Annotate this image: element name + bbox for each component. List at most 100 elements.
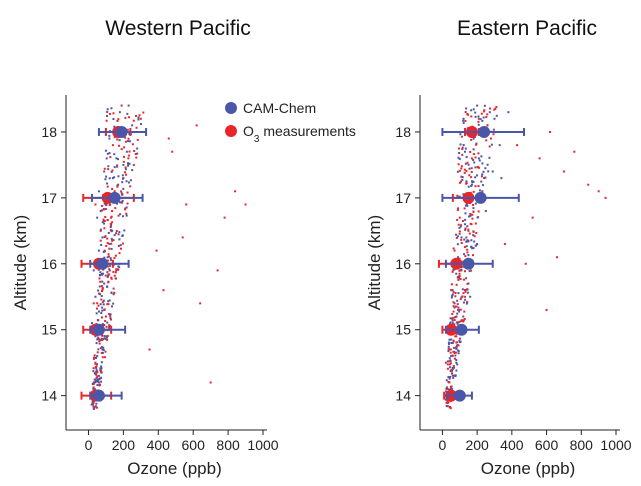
scatter-point <box>133 120 135 122</box>
scatter-point <box>116 120 118 122</box>
scatter-point <box>455 234 457 236</box>
scatter-point <box>461 154 463 156</box>
scatter-point <box>460 269 462 271</box>
scatter-point <box>135 153 137 155</box>
scatter-point <box>473 161 475 163</box>
scatter-point <box>123 161 125 163</box>
mean-marker <box>116 126 128 138</box>
scatter-point <box>483 171 485 173</box>
scatter-point <box>549 131 551 133</box>
scatter-point <box>448 346 450 348</box>
scatter-point <box>108 232 110 234</box>
scatter-point <box>459 217 461 219</box>
scatter-point <box>120 190 122 192</box>
scatter-point <box>469 296 471 298</box>
scatter-point <box>103 349 105 351</box>
legend: CAM-ChemO3 measurements <box>225 100 356 145</box>
scatter-point <box>125 141 127 143</box>
scatter-point <box>104 168 106 170</box>
scatter-point <box>450 362 452 364</box>
scatter-point <box>465 277 467 279</box>
scatter-point <box>131 124 133 126</box>
scatter-point <box>452 301 454 303</box>
scatter-point <box>106 271 108 273</box>
scatter-point <box>104 356 106 358</box>
scatter-point <box>475 116 477 118</box>
scatter-point <box>117 175 119 177</box>
scatter-point <box>106 115 108 117</box>
scatter-point <box>449 357 451 359</box>
scatter-point <box>475 144 477 146</box>
scatter-point <box>99 274 101 276</box>
scatter-point <box>450 317 452 319</box>
scatter-point <box>113 288 115 290</box>
scatter-point <box>464 223 466 225</box>
scatter-point <box>103 303 105 305</box>
scatter-point <box>112 144 114 146</box>
scatter-point <box>459 233 461 235</box>
scatter-point <box>109 152 111 154</box>
scatter-point <box>117 118 119 120</box>
scatter-point <box>445 362 447 364</box>
scatter-point <box>484 105 486 107</box>
scatter-point <box>462 176 464 178</box>
scatter-point <box>97 337 99 339</box>
scatter-point <box>113 176 115 178</box>
scatter-point <box>110 259 112 261</box>
scatter-point <box>109 156 111 158</box>
scatter-point <box>479 189 481 191</box>
scatter-point <box>224 217 226 219</box>
scatter-point <box>461 236 463 238</box>
scatter-point <box>126 206 128 208</box>
scatter-point <box>462 147 464 149</box>
legend-label: CAM-Chem <box>243 100 316 116</box>
scatter-point <box>465 183 467 185</box>
x-tick-label: 200 <box>465 437 489 453</box>
scatter-point <box>477 185 479 187</box>
scatter-point <box>485 139 487 141</box>
scatter-point <box>462 288 464 290</box>
scatter-point <box>450 360 452 362</box>
legend-marker <box>225 125 237 137</box>
scatter-point <box>477 121 479 123</box>
scatter-point <box>98 250 100 252</box>
scatter-point <box>104 320 106 322</box>
scatter-point <box>466 251 468 253</box>
legend-marker <box>225 102 237 114</box>
scatter-point <box>126 215 128 217</box>
scatter-point <box>96 355 98 357</box>
y-tick-label: 14 <box>395 388 411 404</box>
scatter-point <box>95 357 97 359</box>
scatter-point <box>101 274 103 276</box>
scatter-point <box>115 232 117 234</box>
scatter-point <box>495 106 497 108</box>
scatter-point <box>104 335 106 337</box>
scatter-point <box>123 229 125 231</box>
scatter-point <box>95 366 97 368</box>
scatter-point <box>97 305 99 307</box>
scatter-point <box>456 300 458 302</box>
scatter-point <box>127 140 129 142</box>
x-tick-label: 400 <box>500 437 524 453</box>
scatter-point <box>489 111 491 113</box>
y-tick-label: 15 <box>395 322 411 338</box>
scatter-point <box>486 113 488 115</box>
scatter-point <box>465 163 467 165</box>
scatter-point <box>182 236 184 238</box>
scatter-point <box>108 256 110 258</box>
scatter-point <box>464 120 466 122</box>
scatter-point <box>110 292 112 294</box>
scatter-point <box>113 293 115 295</box>
scatter-point <box>450 348 452 350</box>
scatter-point <box>453 291 455 293</box>
scatter-point <box>140 123 142 125</box>
scatter-point <box>96 384 98 386</box>
scatter-point <box>95 403 97 405</box>
scatter-point <box>97 290 99 292</box>
scatter-point <box>472 207 474 209</box>
scatter-point <box>490 138 492 140</box>
scatter-point <box>110 319 112 321</box>
scatter-point <box>451 313 453 315</box>
scatter-point <box>107 242 109 244</box>
scatter-point <box>478 167 480 169</box>
